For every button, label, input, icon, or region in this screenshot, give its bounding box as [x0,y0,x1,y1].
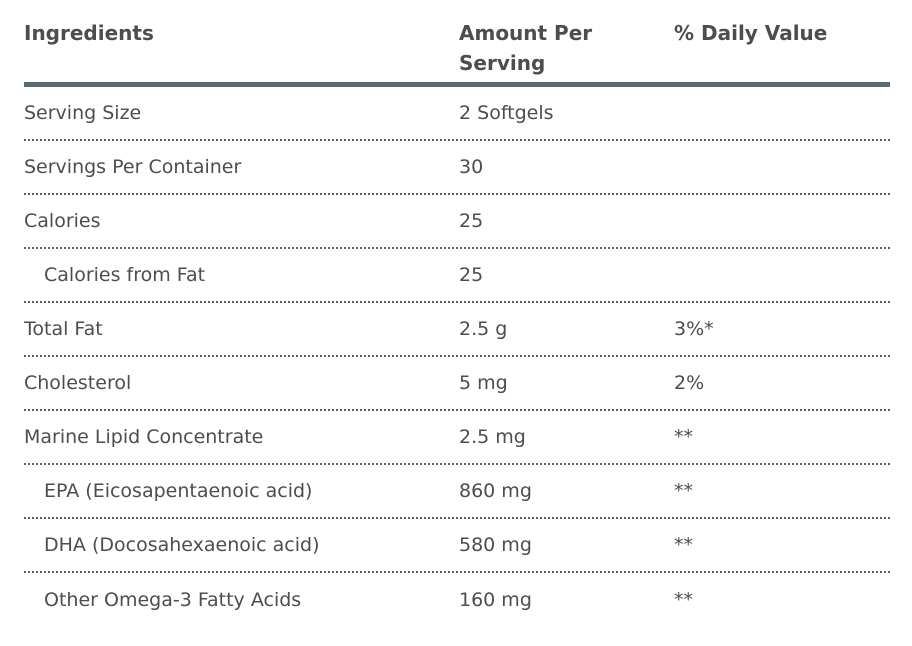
daily-value-cell: 3%* [674,317,714,340]
daily-value-cell: ** [674,533,693,556]
amount-cell: 2.5 g [459,317,508,340]
table-row-dha: DHA (Docosahexaenoic acid) 580 mg ** [24,519,890,573]
amount-cell: 2.5 mg [459,425,526,448]
column-header-amount-per-serving: Amount Per Serving [459,21,593,75]
column-header-ingredients: Ingredients [24,21,154,45]
daily-value-cell: ** [674,479,693,502]
daily-value-cell: ** [674,588,693,611]
table-row-total-fat: Total Fat 2.5 g 3%* [24,303,890,357]
ingredients-table: Ingredients Amount Per Serving % Daily V… [24,16,890,627]
table-header-row: Ingredients Amount Per Serving % Daily V… [24,16,890,87]
amount-cell: 25 [459,209,484,232]
ingredient-cell: Calories [24,209,101,232]
ingredient-cell: Total Fat [24,317,103,340]
amount-cell: 30 [459,155,484,178]
ingredient-cell: Serving Size [24,101,142,124]
ingredient-cell: DHA (Docosahexaenoic acid) [44,533,320,556]
amount-cell: 860 mg [459,479,532,502]
ingredient-cell: Servings Per Container [24,155,242,178]
ingredient-cell: Calories from Fat [44,263,206,286]
ingredient-cell: Other Omega-3 Fatty Acids [44,588,302,611]
amount-cell: 25 [459,263,484,286]
table-row-calories-from-fat: Calories from Fat 25 [24,249,890,303]
daily-value-cell: 2% [674,371,705,394]
table-row-calories: Calories 25 [24,195,890,249]
column-header-daily-value: % Daily Value [674,21,828,45]
amount-cell: 160 mg [459,588,532,611]
amount-cell: 580 mg [459,533,532,556]
amount-cell: 5 mg [459,371,508,394]
ingredient-cell: Marine Lipid Concentrate [24,425,264,448]
table-row-marine-lipid-concentrate: Marine Lipid Concentrate 2.5 mg ** [24,411,890,465]
daily-value-cell: ** [674,425,693,448]
ingredient-cell: EPA (Eicosapentaenoic acid) [44,479,313,502]
amount-cell: 2 Softgels [459,101,554,124]
table-row-serving-size: Serving Size 2 Softgels [24,87,890,141]
table-row-other-omega-3: Other Omega-3 Fatty Acids 160 mg ** [24,573,890,627]
ingredient-cell: Cholesterol [24,371,132,394]
table-row-servings-per-container: Servings Per Container 30 [24,141,890,195]
table-row-epa: EPA (Eicosapentaenoic acid) 860 mg ** [24,465,890,519]
table-row-cholesterol: Cholesterol 5 mg 2% [24,357,890,411]
